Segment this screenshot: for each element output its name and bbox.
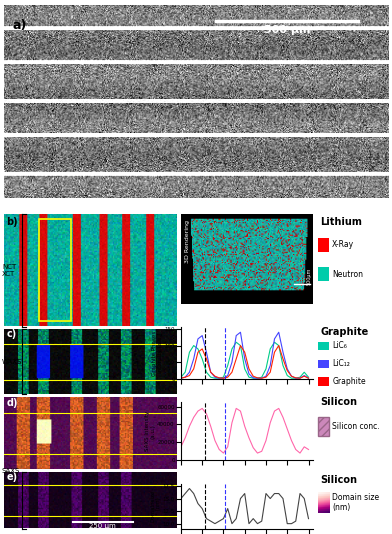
Text: 250 μm: 250 μm [89,523,116,529]
Y-axis label: Graphite Phases
Intensity (a.u.): Graphite Phases Intensity (a.u.) [152,331,163,375]
Bar [318,267,329,281]
Text: WAXS: WAXS [2,359,22,365]
Text: Neutron: Neutron [332,270,363,279]
Text: Silicon conc.: Silicon conc. [332,422,380,431]
Text: 3D Rendering: 3D Rendering [185,220,190,263]
Bar [318,342,329,350]
Text: LiC₁₂: LiC₁₂ [332,359,350,368]
Bar [318,417,329,436]
Text: Silicon: Silicon [320,475,357,485]
Text: Domain size
(nm): Domain size (nm) [332,493,379,512]
Text: 500 μm: 500 μm [263,25,310,35]
Text: Graphite: Graphite [332,377,366,386]
Text: d): d) [7,398,18,408]
Text: X-Ray: X-Ray [332,240,354,249]
Text: Silicon: Silicon [320,397,357,407]
Text: SAXS: SAXS [2,468,20,474]
Text: e): e) [7,473,18,482]
Text: c): c) [7,329,17,339]
Text: Lithium: Lithium [320,217,362,227]
Bar [318,378,329,386]
Y-axis label: Domainsize
* (nm): Domainsize * (nm) [150,490,161,522]
Y-axis label: SAXS Intensity
(a.u.): SAXS Intensity (a.u.) [145,411,156,451]
Text: b): b) [7,217,18,227]
Bar [318,359,329,368]
Text: Graphite: Graphite [320,327,368,337]
Text: LiC₆: LiC₆ [332,341,347,350]
Text: NCT
XCT: NCT XCT [2,264,16,277]
Text: 500μm: 500μm [307,268,311,285]
Bar [38,219,71,321]
Bar [318,238,329,252]
Text: a): a) [12,19,26,33]
